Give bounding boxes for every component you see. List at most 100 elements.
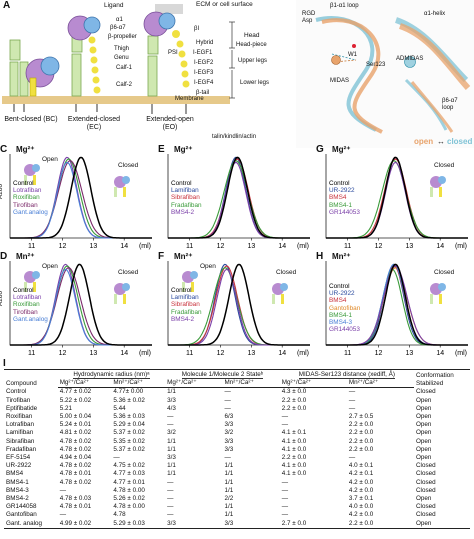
legend-item: BMS4-3 (329, 319, 353, 327)
table-cell: 1/1 (224, 503, 234, 511)
table-cell: — (224, 396, 231, 404)
table-row: Gant. analog 4.99 ± 0.02 5.29 ± 0.03 3/3 3/3… (4, 520, 470, 529)
table-cell: 4.1 ± 0.0 (281, 445, 307, 453)
table-cell: Closed (416, 388, 436, 396)
label-talin: talin/kindlin/actin (212, 134, 257, 140)
ion-label: Mg²⁺ (16, 145, 35, 154)
b-label-ser123: Ser123 (366, 62, 386, 68)
w1-water (352, 44, 356, 48)
table-cell: 4.78 ± 0.02 (59, 462, 92, 470)
trace-plot-c: 11 12 13 14 (ml) (9, 154, 152, 250)
table-cell: 2.2 ± 0.0 (281, 404, 307, 412)
x-tick-label: 13 (247, 350, 255, 357)
table-cell: — (348, 404, 356, 412)
ion-label: Mn²⁺ (332, 252, 351, 261)
panel-label-f: F (158, 251, 165, 262)
x-tick-label: 14 (120, 243, 128, 250)
legend-item: Lamifiban (171, 187, 199, 195)
label-extended-closed: Extended-closed (EC) (67, 116, 121, 131)
th-mg-2: Mg²⁺/Ca²⁺ (165, 379, 223, 389)
legend-item: Tirofiban (13, 201, 38, 209)
table-cell: — (281, 486, 289, 494)
x-unit-label: (ml) (455, 243, 467, 250)
table-cell: Open (416, 495, 432, 503)
table-cell: 4.78 ± 0.00 (113, 486, 145, 494)
table-cell: Control (6, 388, 27, 396)
x-unit-label: (ml) (297, 350, 309, 357)
x-tick-label: 12 (375, 350, 383, 357)
th-mg-1: Mg²⁺/Ca²⁺ (57, 379, 112, 389)
table-cell: — (224, 404, 231, 412)
table-cell: 4.78 (113, 511, 126, 519)
table-row: BMS4-3 — 4.78 ± 0.00 — 1/1 — 4.2 ± 0.0 Closed (4, 487, 470, 495)
table-cell: Fradafiban (6, 445, 37, 453)
table-cell: 1/1 (167, 437, 176, 445)
trace-control (326, 263, 468, 346)
table-cell: Sibrafiban (6, 437, 35, 445)
table-cell: — (281, 413, 289, 421)
legend-item: BMS4 (329, 194, 347, 202)
table-cell: — (59, 511, 66, 519)
badge-open: Open (42, 156, 58, 163)
table-cell: 4.1 ± 0.0 (281, 470, 307, 478)
table-cell: — (348, 388, 356, 396)
th-compound: Compound (4, 368, 58, 388)
label-calf1: Calf-1 (116, 65, 133, 71)
label-lower-legs: Lower legs (240, 80, 270, 86)
table-cell: 1/1 (167, 445, 176, 453)
table-cell: — (167, 503, 174, 511)
table-cell: Closed (416, 503, 436, 511)
integrin-closed-icon (272, 283, 288, 304)
b-label-b6a7loop: β6-α7 loop (442, 98, 458, 111)
label-btail: β-tail (196, 90, 210, 96)
table-cell: 4.1 ± 0.1 (281, 429, 307, 437)
panel-a-schematic (2, 4, 235, 114)
x-tick-label: 12 (217, 350, 225, 357)
table-cell: 4.0 ± 0.0 (348, 503, 374, 511)
panel-label-g: G (316, 144, 324, 155)
legend-item: BMS4-1 (329, 311, 353, 319)
table-cell: 6/3 (224, 413, 234, 421)
table-row: Eptifibatide 5.21 5.44 4/3 — 2.2 ± 0.0 — Open (4, 405, 470, 413)
ion-label: Mn²⁺ (174, 252, 193, 261)
integrin-open-icon (24, 164, 40, 185)
label-bent-closed: Bent-closed (BC) (4, 116, 58, 123)
badge-closed: Closed (118, 162, 139, 169)
integrin-closed-icon (430, 176, 446, 197)
x-tick-label: 13 (247, 243, 255, 250)
legend-item: UR-2922 (329, 290, 355, 298)
table-cell: Open (416, 445, 432, 453)
x-tick-label: 11 (28, 243, 35, 250)
table-cell: EF-5154 (6, 454, 31, 462)
legend: Control Lamifiban Sibrafiban Fradafiban BMS4… (171, 287, 202, 323)
table-row: Sibrafiban 4.78 ± 0.02 5.35 ± 0.02 1/1 3/3 4.… (4, 438, 470, 446)
table-cell: 2.2 ± 0.0 (348, 519, 374, 527)
table-cell: 2.2 ± 0.0 (281, 396, 307, 404)
panel-label-h: H (316, 251, 324, 262)
admidas-ion (404, 56, 416, 68)
table-cell: Closed (416, 486, 436, 494)
table-cell: — (281, 421, 289, 429)
trace-plot-h: 11 12 13 14 (ml) (325, 261, 468, 357)
th-mol: Molecule 1/Molecule 2 Stateᵇ (165, 369, 280, 380)
ion-label: Mg²⁺ (332, 145, 351, 154)
table-row: UR-2922 4.78 ± 0.02 4.75 ± 0.02 1/1 1/1 4.1 ±… (4, 462, 470, 470)
table-cell: 1/1 (224, 511, 234, 519)
table-cell: 2.2 ± 0.0 (348, 429, 374, 437)
table-cell: 4.78 ± 0.01 (59, 470, 92, 478)
b-label-admidas: ADMIDAS (396, 56, 424, 62)
y-axis-label: A280 (0, 290, 5, 307)
label-iegf4: I-EGF4 (194, 80, 214, 86)
y-axis-label: A280 (0, 183, 5, 200)
x-unit-label: (ml) (139, 350, 151, 357)
legend-item: Control (171, 287, 192, 294)
table-cell: — (281, 503, 289, 511)
label-alpha1: α1 (116, 17, 123, 23)
x-tick-label: 12 (375, 243, 383, 250)
table-cell: 4.81 ± 0.02 (59, 429, 92, 437)
label-b6a7: β6-α7 (110, 25, 126, 31)
table-cell: 4.78 ± 0.02 (59, 437, 92, 445)
table-cell: Open (416, 413, 432, 421)
trace-plot-f: 11 12 13 14 (ml) (167, 261, 310, 357)
trace-control (10, 156, 152, 239)
